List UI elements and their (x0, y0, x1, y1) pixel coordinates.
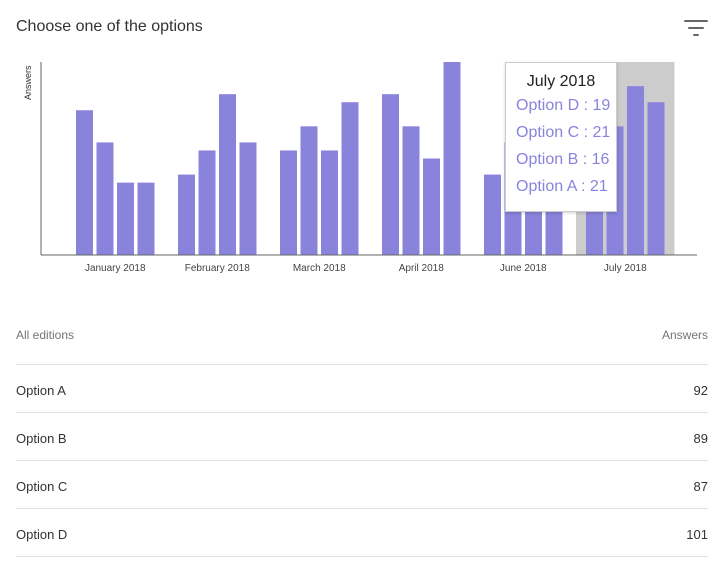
bar[interactable] (321, 150, 338, 255)
row-label: Option B (16, 431, 67, 446)
bar[interactable] (178, 174, 195, 255)
x-tick-label: January 2018 (85, 263, 146, 274)
bar[interactable] (484, 174, 501, 255)
chart-title: Choose one of the options (16, 18, 203, 35)
bar[interactable] (627, 86, 644, 255)
bar[interactable] (647, 102, 665, 255)
bar[interactable] (402, 126, 420, 255)
bar[interactable] (382, 94, 399, 256)
tooltip-title: July 2018 (526, 73, 596, 90)
bar[interactable] (300, 126, 318, 255)
row-value: 101 (686, 527, 708, 542)
table-row[interactable]: Option B 89 (16, 413, 708, 461)
bar[interactable] (117, 182, 134, 255)
bar[interactable] (239, 142, 257, 255)
column-header-answers: Answers (661, 328, 708, 342)
bar[interactable] (96, 142, 114, 255)
table-header: All editions Answers (16, 318, 708, 365)
bar[interactable] (423, 158, 440, 256)
filter-icon[interactable] (684, 20, 708, 38)
bar[interactable] (443, 62, 461, 255)
tooltip-row: Option D : 19 (516, 97, 611, 114)
filter-line (693, 34, 699, 36)
table-row[interactable]: Option D 101 (16, 509, 708, 557)
tooltip-row: Option C : 21 (516, 124, 611, 141)
table-row[interactable]: Option C 87 (16, 461, 708, 509)
bar[interactable] (198, 150, 216, 255)
filter-line (688, 27, 704, 29)
bar[interactable] (280, 150, 297, 255)
y-axis-label: Answers (23, 65, 33, 100)
x-tick-label: June 2018 (500, 263, 547, 274)
x-tick-label: April 2018 (399, 263, 444, 274)
x-tick-label: July 2018 (604, 263, 647, 274)
tooltip-row: Option B : 16 (516, 151, 610, 168)
row-label: Option A (16, 383, 66, 398)
filter-line (684, 20, 708, 22)
x-tick-label: February 2018 (185, 263, 250, 274)
bar[interactable] (137, 182, 155, 255)
bar[interactable] (341, 102, 359, 255)
table-row[interactable]: Option A 92 (16, 365, 708, 413)
tooltip: July 2018 Option D : 19 Option C : 21 Op… (505, 62, 617, 212)
bar[interactable] (219, 94, 236, 256)
row-value: 87 (693, 479, 708, 494)
row-value: 89 (693, 431, 708, 446)
tooltip-row: Option A : 21 (516, 178, 608, 195)
x-tick-label: March 2018 (293, 263, 346, 274)
row-label: Option C (16, 479, 68, 494)
row-value: 92 (693, 383, 708, 398)
column-header-editions: All editions (16, 328, 75, 342)
bar[interactable] (76, 110, 93, 255)
row-label: Option D (16, 527, 68, 542)
